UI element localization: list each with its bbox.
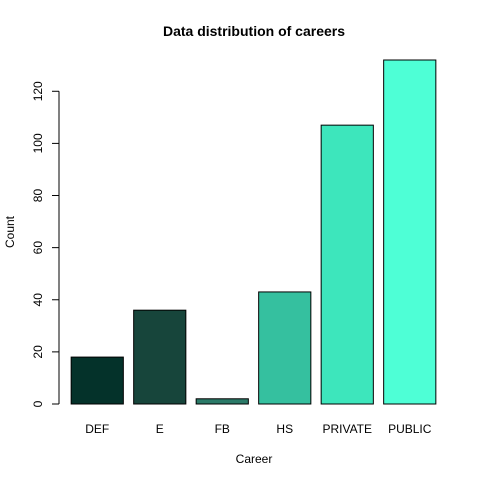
x-tick-label: HS (276, 422, 293, 436)
y-tick-label: 0 (31, 400, 45, 407)
x-tick-label: PRIVATE (322, 422, 372, 436)
y-axis-label: Count (3, 215, 17, 248)
chart-title: Data distribution of careers (163, 23, 345, 39)
bar-fb (195, 398, 249, 405)
bar-e (133, 309, 187, 405)
y-axis: 0 20 40 60 80 100 120 (31, 81, 60, 407)
x-tick-label: DEF (85, 422, 109, 436)
y-tick-label: 120 (31, 81, 45, 101)
bar-public (383, 59, 437, 405)
x-tick-label: PUBLIC (388, 422, 432, 436)
bar-private (320, 124, 374, 405)
y-tick-label: 20 (31, 345, 45, 359)
x-tick-label: FB (215, 422, 230, 436)
bar-def (70, 356, 124, 405)
y-tick-label: 40 (31, 293, 45, 307)
y-tick-label: 60 (31, 241, 45, 255)
bar-hs (258, 291, 312, 405)
bars-group (70, 59, 437, 405)
y-tick-label: 100 (31, 133, 45, 153)
x-axis-tick-labels: DEF E FB HS PRIVATE PUBLIC (85, 422, 432, 436)
y-tick-label: 80 (31, 189, 45, 203)
x-axis-label: Career (236, 452, 273, 466)
x-tick-label: E (156, 422, 164, 436)
